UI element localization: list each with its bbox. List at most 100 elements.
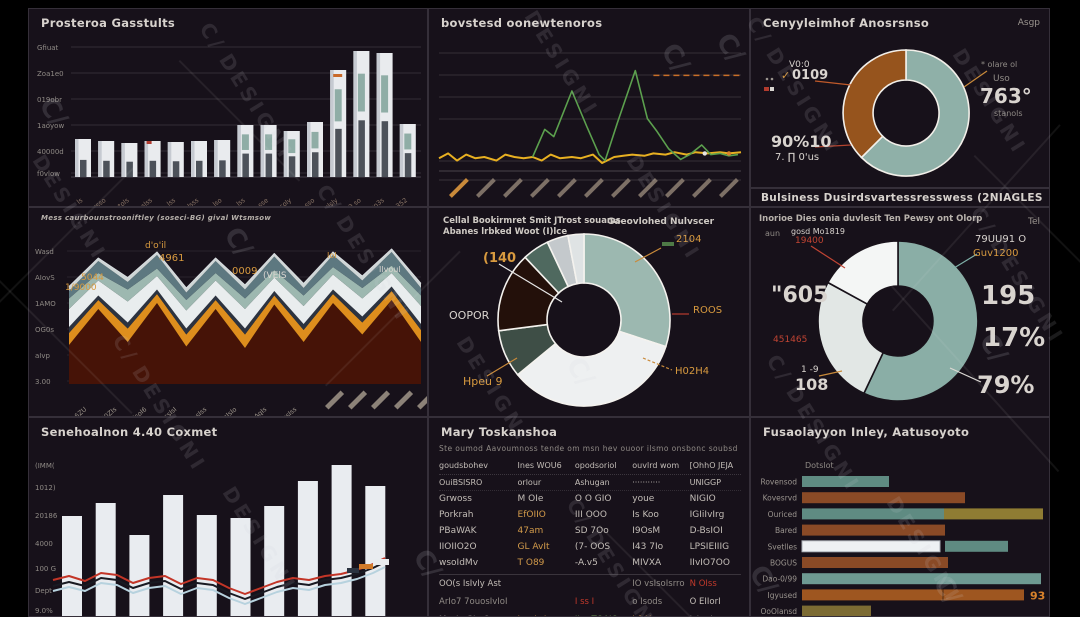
corner-menu-label[interactable]: Asgp [1017,18,1040,28]
svg-text:r3s3 so: r3s3 so [339,196,363,207]
table-cell: IsIro Jss [690,615,741,616]
svg-text:sIqsssIsIo: sIqsssIsIo [210,405,239,417]
table-cell: OuiBSISRO [439,478,483,487]
svg-text:Kovesrvd: Kovesrvd [763,494,798,503]
table-cell: youe [632,494,655,504]
panel-donut-chart-2: Cellal Bookirmret Smit JTrost souams Aba… [428,207,750,417]
table-row: wsoIdMv T O89 -A.v5 MIVXA IIvIO7OO [439,555,741,571]
data-table: Ste oumod Aavoumnoss tende om msn hev ou… [429,418,749,616]
panel-title-line-2: Abanes lrbked Woot (I)lce [443,227,568,238]
chart-callout: Hpeu 9 [463,375,503,388]
table-cell: IIvIO7OO [689,558,730,568]
table-cell: ··········· [632,478,661,487]
table-cell: I43 7Io [632,542,664,552]
line-chart-svg [438,52,742,198]
area-chart-svg: Wasd AIovS 1AMO OG0s aIvp 3.00 Lslq-r 6ZUosI 1… [35,248,427,417]
panel-title: Inorioe Dies onia duvlesit Ten Pewsy ont… [759,214,983,224]
svg-text:lss: lss [235,196,247,207]
svg-text:IssIqssIss: IssIqssIss [270,405,299,417]
svg-text:Wasd: Wasd [35,248,54,256]
table-row: PBaWAK 47am SD 7Oo I9OsM D-BsIOI [439,523,741,539]
donut-2-svg [486,233,689,407]
svg-text:Dao-0/99: Dao-0/99 [762,575,797,584]
svg-text:lsss: lsss [186,196,201,207]
table-cell: Ashugan [574,478,610,487]
table-cell: O EIIorI [689,597,721,607]
chart-callout: "605 [771,283,829,308]
table-row: Porkrah EfOIIO III OOO Is Koo IGIiIvIrg [439,507,741,523]
chart-callout: 0009 [232,266,258,277]
table-cell: LPSIEIIIG [689,542,730,552]
chart-callout: 4961 [159,253,185,264]
svg-text:aIvp: aIvp [35,352,50,360]
chart-callout: 0109 [792,68,829,83]
svg-text:Ouriced: Ouriced [768,510,798,519]
svg-text:20186: 20186 [35,512,58,520]
chart-callout: OOPOR [449,309,490,322]
svg-text:osI 1970ZIs: osI 1970ZIs [84,405,118,417]
svg-text:3.00: 3.00 [35,378,51,386]
stacked-area-chart: Wasd AIovS 1AMO OG0s aIvp 3.00 Lslq-r 6ZUosI 1… [29,208,427,416]
svg-text:9.0%: 9.0% [35,607,53,615]
chart-callout: 1/9000 [65,283,97,293]
chart-callout: 195 [981,281,1036,311]
table-cell: OO(s IsIvIy Ast [439,579,502,589]
stacked-bar-chart: Gfiuat Zoa1e0 019obr 1aoyow 40000d f0vlow ls os… [29,9,427,206]
table-cell: goudsbohev [439,461,488,470]
svg-text:Bared: Bared [775,526,797,535]
svg-text:(IMM(: (IMM( [35,462,55,470]
panel-donut-chart-3: Inorioe Dies onia duvlesit Ten Pewsy ont… [750,207,1050,417]
chart-callout: 2104 [676,234,702,245]
donut-chart-3: aun gosd Mo1819 19400 "605 451465 1 -9 108 79UU… [751,208,1049,416]
table-header-row: goudsbohev Ines WOU6 opodsoriol ouvlrd wom [… [439,458,741,475]
table-cell: III OOO [574,510,607,520]
section-header-title: Bulsiness Dusirdsvartessresswess (2NIAGL… [761,192,1043,204]
panel-title: Cellal Bookirmret Smit JTrost souams Aba… [443,216,621,238]
panel-title: Cenyyleimhof Anosrsnso [763,16,930,30]
table-cell: D-BsIOI [689,526,723,536]
table-cell: wsoIdMv [439,558,479,568]
dashboard: Prosteroa Gasstults Gfiuat Zoa1e0 019obr 1a… [28,8,1050,617]
svg-text:f0vlow: f0vlow [37,170,60,178]
svg-text:lss: lss [165,196,177,207]
table-cell: I9OsM [632,526,661,536]
horizontal-bar-chart: Dotslot Rovensod Kovesrvd Ouriced Bared Svetl… [751,418,1049,616]
svg-text:Igyused: Igyused [768,591,798,600]
bar-line-svg: (IMM(1012) 20186 4000 100 G Dept 9.0% [35,462,389,616]
chart-callout: * olare ol [981,60,1018,69]
svg-text:Svetlles: Svetlles [768,542,798,551]
table-cell: N OIss [689,579,717,589]
svg-text:3slsly: 3slsly [320,196,340,207]
svg-text:40000d: 40000d [37,148,64,156]
table-cell: GL AvIt [517,542,550,552]
svg-text:ls: ls [75,196,85,206]
panel-title-line-1: Cellal Bookirmret Smit JTrost souams [443,216,621,226]
table-cell: IO vsIsoIsrro [632,579,685,589]
chart-callout: 1 -9 [801,365,819,375]
table-footer-row: OO(s IsIvIy Ast IO vsIsoIsrro N OIss [439,574,741,593]
svg-text:so ss sso: so ss sso [288,196,316,207]
bar-line-chart: (IMM(1012) 20186 4000 100 G Dept 9.0% [29,418,427,616]
svg-text:lso: lso [211,196,223,207]
panel-title: bovstesd oonewtenoros [441,16,603,30]
svg-text:Dept: Dept [35,587,52,595]
panel-title: Prosteroa Gasstults [41,16,176,30]
panel-title: Fusaolayyon Inley, Aatusoyoto [763,425,970,439]
table-cell: -A.v5 [574,558,598,568]
panel-donut-chart-1: Cenyyleimhof Anosrsnso Asgp V0:0 ✓ 0109 90%… [750,8,1050,188]
panel-bar-line-chart: Senehoalnon 4.40 Coxmet (IMM(1012) 20186 4… [28,417,428,617]
chart-callout: V0:0 [789,60,810,70]
svg-text:Zoa1e0: Zoa1e0 [37,70,64,78]
chart-callout: Uso [993,74,1010,84]
corner-label: Tel [1027,217,1040,227]
chart-callout: 108 [795,375,829,394]
svg-text:sIsssssIsI: sIsssssIsI [151,405,179,417]
donut-1-svg [764,49,988,177]
table-cell: Is Koo [632,510,659,520]
donut-chart-2: (140 OOPOR Hpeu 9 2104 ROOS H02H4 [429,208,749,416]
svg-text:ssslss: ssslss [134,196,154,207]
svg-text:1AMO: 1AMO [35,300,56,308]
table-description: Ste oumod Aavoumnoss tende om msn hev ou… [439,444,741,453]
donut-chart-1: V0:0 ✓ 0109 90%10 7. ∏ 0'us * olare ol Uso 763°… [751,9,1049,187]
